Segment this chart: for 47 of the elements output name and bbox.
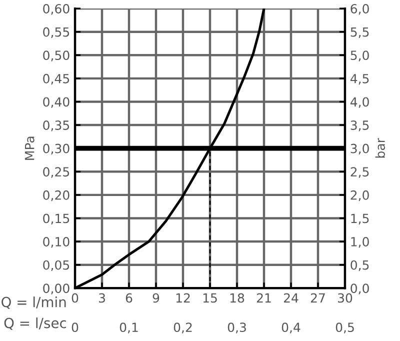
y-tick-label: 0,35 bbox=[43, 120, 70, 132]
y-tick-label: 0,00 bbox=[43, 284, 70, 294]
x2-tick-label: 0,1 bbox=[120, 322, 138, 334]
y2-tick-label: 1,5 bbox=[351, 214, 369, 224]
x-axis-title: Q = l/min bbox=[2, 296, 66, 309]
y-tick-label: 0,25 bbox=[43, 167, 70, 178]
y2-tick-label: 2,5 bbox=[350, 167, 369, 178]
y2-tick-label: 3,0 bbox=[350, 144, 369, 155]
x2-tick-label: 0,4 bbox=[282, 322, 300, 334]
y-tick-label: 0,10 bbox=[43, 237, 70, 248]
y2-tick-label: 0,0 bbox=[350, 284, 369, 294]
x-tick-label: 12 bbox=[176, 293, 190, 303]
y2-tick-label: 5,5 bbox=[350, 27, 369, 38]
y-tick-label: 0,40 bbox=[43, 97, 70, 108]
x-tick-label: 18 bbox=[230, 293, 244, 303]
x-tick-label: 3 bbox=[98, 293, 105, 303]
y-tick-label: 0,15 bbox=[43, 214, 70, 224]
y2-tick-label: 3,5 bbox=[350, 120, 369, 132]
x-tick-label: 30 bbox=[338, 293, 352, 303]
x2-tick-label: 0 bbox=[72, 322, 78, 332]
x-tick-label: 9 bbox=[152, 293, 160, 303]
x-tick-label: 27 bbox=[310, 293, 325, 303]
y-axis-title: MPa bbox=[25, 136, 34, 160]
y-tick-label: 0,20 bbox=[43, 190, 70, 202]
x-tick-label: 15 bbox=[203, 293, 217, 303]
y-tick-label: 0,50 bbox=[43, 50, 70, 62]
y2-tick-label: 2,0 bbox=[350, 190, 369, 202]
x2-tick-label: 0,3 bbox=[228, 322, 246, 334]
x-tick-label: 6 bbox=[126, 293, 132, 303]
y2-tick-label: 4,0 bbox=[350, 97, 369, 108]
y-tick-label: 0,55 bbox=[43, 27, 70, 38]
x-tick-label: 0 bbox=[72, 293, 78, 303]
y2-tick-label: 1,0 bbox=[351, 237, 369, 248]
y2-tick-label: 5,0 bbox=[350, 50, 369, 62]
y-tick-label: 0,30 bbox=[43, 144, 70, 155]
y2-axis-title: bar bbox=[375, 138, 385, 158]
x-tick-label: 21 bbox=[256, 293, 271, 303]
y-tick-label: 0,45 bbox=[43, 74, 70, 85]
y-tick-label: 0,60 bbox=[43, 4, 70, 15]
x2-tick-label: 0,5 bbox=[336, 322, 354, 334]
x2-axis-title: Q = l/sec bbox=[4, 318, 66, 330]
y-tick-label: 0,05 bbox=[43, 260, 70, 272]
x2-tick-label: 0,2 bbox=[174, 322, 192, 334]
y2-tick-label: 4,5 bbox=[350, 74, 369, 85]
y2-tick-label: 6,0 bbox=[350, 4, 369, 15]
x-tick-label: 24 bbox=[284, 293, 298, 303]
y2-tick-label: 0,5 bbox=[350, 260, 369, 272]
